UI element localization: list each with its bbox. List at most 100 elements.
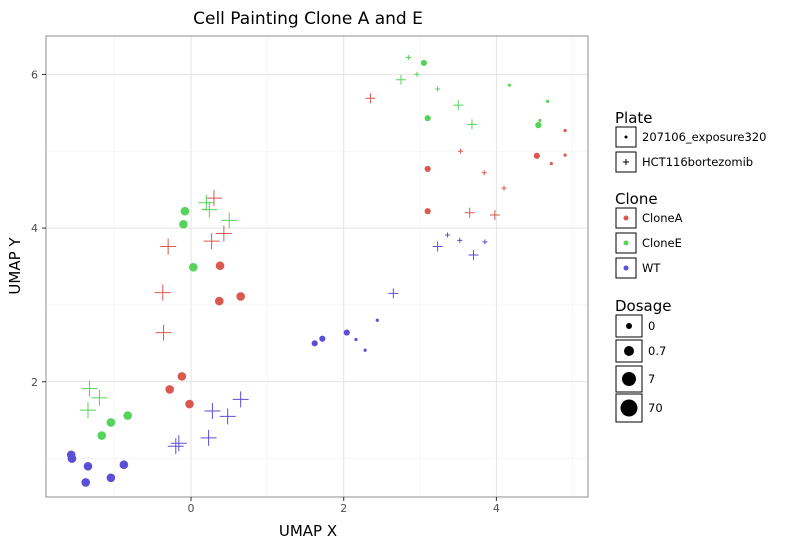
legend-key-dosage-0 xyxy=(626,323,632,329)
data-point xyxy=(445,232,451,238)
legend: Plate 207106_exposure320 HCT116bortezomi… xyxy=(615,109,766,423)
data-point xyxy=(219,408,236,425)
data-point xyxy=(365,93,376,104)
data-point xyxy=(466,119,477,130)
data-point xyxy=(406,55,412,61)
data-point xyxy=(545,99,550,103)
legend-item-dosage-2: 7 xyxy=(615,365,655,393)
data-point xyxy=(232,391,249,408)
data-point xyxy=(91,389,108,406)
data-point xyxy=(160,238,177,255)
data-point xyxy=(177,372,187,381)
data-point xyxy=(167,438,184,455)
data-point xyxy=(170,435,187,452)
gridlines xyxy=(46,36,588,497)
data-point xyxy=(432,241,443,252)
legend-item-clone-0: CloneA xyxy=(615,207,683,229)
legend-item-clone-2: WT xyxy=(615,257,661,279)
data-point xyxy=(201,201,218,218)
legend-title-plate: Plate xyxy=(615,109,653,127)
data-point xyxy=(458,148,464,154)
legend-label-clone-1: CloneE xyxy=(642,236,682,250)
data-point xyxy=(507,83,511,87)
legend-label-plate-0: 207106_exposure320 xyxy=(642,130,766,144)
data-point xyxy=(200,429,217,446)
data-point xyxy=(119,460,129,470)
x-tick-label: 2 xyxy=(340,502,347,515)
data-point xyxy=(123,411,132,420)
data-point xyxy=(420,59,427,66)
data-point xyxy=(468,249,479,260)
data-point xyxy=(180,206,190,216)
legend-item-dosage-1: 0.7 xyxy=(615,339,666,363)
legend-item-plate-0: 207106_exposure320 xyxy=(615,126,766,148)
legend-key-clonea xyxy=(623,215,629,221)
data-point xyxy=(198,194,215,211)
data-point xyxy=(189,262,198,272)
legend-item-dosage-3: 70 xyxy=(615,393,663,423)
legend-key-dot xyxy=(624,135,628,139)
legend-label-clone-0: CloneA xyxy=(642,211,683,225)
data-point xyxy=(457,237,463,243)
data-point xyxy=(205,190,222,207)
data-point xyxy=(395,74,406,85)
data-point xyxy=(424,115,431,122)
data-point xyxy=(311,340,318,347)
legend-item-dosage-0: 0 xyxy=(615,314,655,338)
legend-label-dosage-2: 7 xyxy=(648,372,655,386)
legend-title-clone: Clone xyxy=(615,190,658,208)
data-point xyxy=(414,71,420,77)
data-point xyxy=(538,118,542,123)
x-axis-title: UMAP X xyxy=(279,522,337,540)
legend-key-dosage-2 xyxy=(622,372,636,386)
data-point xyxy=(375,318,379,322)
legend-item-clone-1: CloneE xyxy=(615,232,682,254)
legend-title-dosage: Dosage xyxy=(615,297,671,315)
data-point xyxy=(464,207,475,218)
y-tick-label: 4 xyxy=(31,222,38,235)
data-point xyxy=(214,296,224,306)
data-point xyxy=(81,380,98,397)
data-point xyxy=(83,461,93,471)
data-point xyxy=(424,165,431,173)
data-point xyxy=(388,288,399,299)
plot-border xyxy=(45,35,589,498)
data-point xyxy=(482,239,488,245)
legend-label-plate-1: HCT116bortezomib xyxy=(642,155,753,169)
legend-item-plate-1: HCT116bortezomib xyxy=(615,151,753,173)
x-tick-label: 4 xyxy=(493,502,500,515)
data-points xyxy=(66,55,567,487)
axis-ticks: 0 2 4 2 4 6 xyxy=(31,68,500,515)
y-tick-label: 6 xyxy=(31,68,38,81)
data-point xyxy=(81,478,90,487)
data-point xyxy=(489,210,500,221)
data-point xyxy=(67,454,77,463)
y-axis-title: UMAP Y xyxy=(6,237,24,295)
data-point xyxy=(343,329,350,336)
legend-key-dosage-1 xyxy=(624,346,634,356)
legend-key-dosage-3 xyxy=(620,399,638,417)
legend-label-dosage-3: 70 xyxy=(648,401,663,415)
data-point xyxy=(155,324,172,341)
legend-key-wt xyxy=(623,265,629,271)
data-point xyxy=(179,219,188,229)
legend-key-clonee xyxy=(623,240,629,246)
legend-label-dosage-1: 0.7 xyxy=(648,344,666,358)
data-point xyxy=(154,284,171,301)
plot-panel xyxy=(46,36,588,497)
data-point xyxy=(185,399,194,409)
data-point xyxy=(319,335,326,342)
data-point xyxy=(363,348,367,352)
data-point xyxy=(97,431,107,440)
data-point xyxy=(204,402,221,419)
x-tick-label: 0 xyxy=(188,502,195,515)
data-point xyxy=(203,233,220,250)
data-point xyxy=(563,153,567,157)
data-point xyxy=(236,292,245,301)
data-point xyxy=(79,402,96,419)
data-point xyxy=(354,337,358,342)
data-point xyxy=(215,225,232,242)
legend-key-plus xyxy=(623,159,629,165)
data-point xyxy=(165,385,174,394)
data-point xyxy=(106,473,116,483)
